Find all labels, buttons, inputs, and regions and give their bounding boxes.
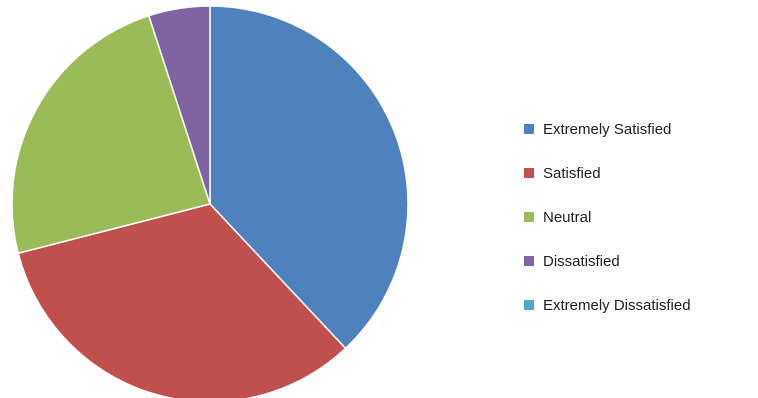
pie-slice-satisfied [17, 203, 347, 398]
legend-label: Dissatisfied [543, 252, 620, 270]
legend-label: Extremely Dissatisfied [543, 296, 691, 314]
legend-item-satisfied: Satisfied [524, 151, 691, 195]
legend-item-neutral: Neutral [524, 195, 691, 239]
legend-swatch [524, 300, 534, 310]
legend-item-extremely-dissatisfied: Extremely Dissatisfied [524, 283, 691, 327]
legend-swatch [524, 256, 534, 266]
pie-slice-dissatisfied [147, 5, 211, 205]
legend-swatch [524, 212, 534, 222]
pie-chart [11, 5, 409, 398]
pie-slice-extremely-satisfied [209, 5, 409, 350]
legend-label: Neutral [543, 208, 592, 226]
pie-slice-neutral [11, 14, 211, 255]
legend: Extremely Satisfied Satisfied Neutral Dissa… [524, 107, 691, 327]
legend-label: Satisfied [543, 164, 601, 182]
legend-swatch [524, 124, 534, 134]
legend-item-dissatisfied: Dissatisfied [524, 239, 691, 283]
legend-label: Extremely Satisfied [543, 120, 672, 138]
legend-swatch [524, 168, 534, 178]
legend-item-extremely-satisfied: Extremely Satisfied [524, 107, 691, 151]
